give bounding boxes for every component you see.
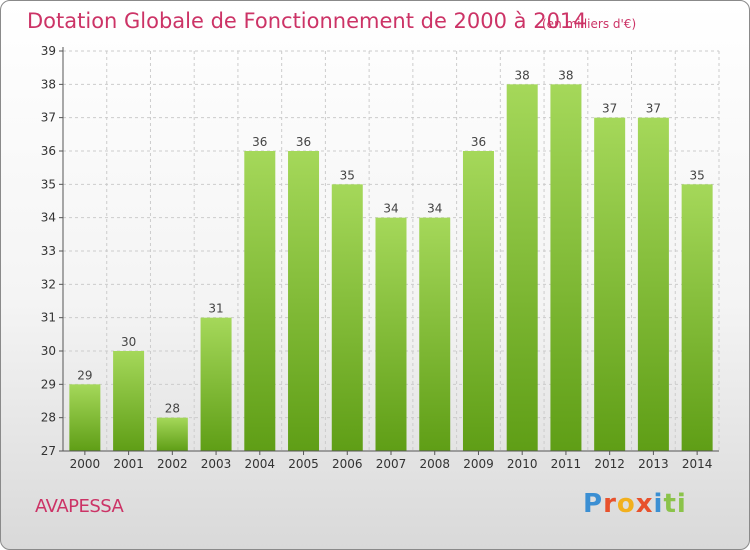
y-tick-label: 38 (41, 77, 56, 91)
bar (244, 151, 276, 451)
bar (331, 184, 363, 452)
bar (113, 351, 145, 451)
bar-value-label: 37 (646, 102, 661, 116)
bar-value-label: 36 (296, 135, 311, 149)
bar (462, 151, 494, 451)
bar (288, 151, 320, 451)
x-tick-label: 2002 (157, 457, 188, 471)
x-tick-label: 2009 (463, 457, 494, 471)
x-tick-label: 2006 (332, 457, 363, 471)
bar-value-label: 30 (121, 335, 136, 349)
bar-value-label: 34 (427, 202, 442, 216)
bars (69, 84, 713, 452)
bar-value-label: 35 (340, 168, 355, 182)
bar (506, 84, 538, 451)
y-tick-label: 39 (41, 44, 56, 58)
x-tick-label: 2013 (638, 457, 669, 471)
y-tick-label: 28 (41, 411, 56, 425)
x-tick-label: 2003 (201, 457, 232, 471)
bar (200, 317, 232, 451)
y-tick-label: 33 (41, 244, 56, 258)
y-tick-label: 32 (41, 277, 56, 291)
y-tick-label: 37 (41, 111, 56, 125)
bar-value-label: 31 (208, 302, 223, 316)
y-tick-label: 29 (41, 377, 56, 391)
bar (375, 217, 407, 451)
chart-subtitle: (en milliers d'€) (542, 17, 637, 31)
labels: 27 28 29 30 31 32 33 34 35 36 37 38 39 29 2000 30 2001 28… (41, 44, 713, 471)
bar-value-label: 35 (689, 168, 704, 182)
proxiti-logo[interactable]: Proxiti (583, 489, 687, 519)
bar-value-label: 34 (383, 202, 398, 216)
y-tick-label: 27 (41, 444, 56, 458)
bar-value-label: 29 (77, 368, 92, 382)
bar-value-label: 37 (602, 102, 617, 116)
x-tick-label: 2008 (419, 457, 450, 471)
y-tick-label: 30 (41, 344, 56, 358)
bar-value-label: 36 (471, 135, 486, 149)
commune-name: AVAPESSA (35, 496, 124, 517)
axes (59, 47, 719, 455)
y-tick-label: 36 (41, 144, 56, 158)
x-tick-label: 2007 (376, 457, 407, 471)
bar (594, 117, 626, 452)
bar (681, 184, 713, 452)
bar (637, 117, 669, 452)
y-tick-label: 31 (41, 311, 56, 325)
x-tick-label: 2011 (551, 457, 582, 471)
x-tick-label: 2000 (70, 457, 101, 471)
bar (419, 217, 451, 451)
x-tick-label: 2005 (288, 457, 319, 471)
bar (156, 417, 188, 451)
x-tick-label: 2004 (245, 457, 276, 471)
x-tick-label: 2001 (113, 457, 144, 471)
bar-value-label: 38 (558, 68, 573, 82)
x-tick-label: 2010 (507, 457, 538, 471)
x-tick-label: 2014 (682, 457, 713, 471)
bar-value-label: 36 (252, 135, 267, 149)
chart-title: Dotation Globale de Fonctionnement de 20… (27, 9, 587, 33)
bar-value-label: 38 (515, 68, 530, 82)
y-tick-label: 35 (41, 177, 56, 191)
bar-value-label: 28 (165, 402, 180, 416)
bar (550, 84, 582, 451)
y-tick-label: 34 (41, 211, 56, 225)
bar (69, 384, 101, 451)
x-tick-label: 2012 (594, 457, 625, 471)
